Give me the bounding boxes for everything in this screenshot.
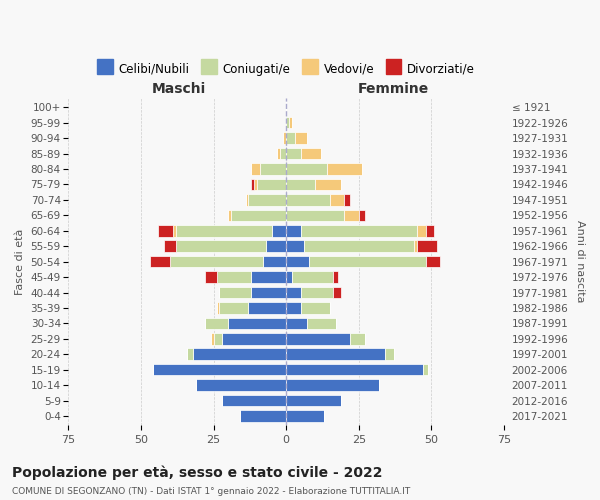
Bar [301,302,330,314]
Bar [272,225,286,236]
Bar [223,395,286,406]
Bar [150,256,170,268]
Bar [240,410,286,422]
Bar [315,178,341,190]
Bar [228,318,286,329]
Bar [304,240,414,252]
Bar [164,240,176,252]
Bar [176,240,266,252]
Bar [231,210,286,221]
Bar [193,348,286,360]
Bar [425,256,440,268]
Bar [196,380,286,391]
Bar [173,225,176,236]
Bar [295,132,307,144]
Bar [251,178,254,190]
Bar [385,348,394,360]
Bar [286,240,304,252]
Bar [170,256,263,268]
Bar [310,256,425,268]
Bar [286,272,292,283]
Bar [414,240,417,252]
Bar [220,286,251,298]
Bar [330,194,344,205]
Bar [286,225,301,236]
Bar [248,302,286,314]
Bar [260,163,286,175]
Bar [251,163,260,175]
Text: Popolazione per età, sesso e stato civile - 2022: Popolazione per età, sesso e stato civil… [12,466,383,480]
Bar [214,333,223,344]
Bar [263,256,286,268]
Bar [286,286,301,298]
Bar [417,240,437,252]
Bar [205,272,217,283]
Bar [211,333,214,344]
Bar [307,318,335,329]
Bar [286,210,344,221]
Bar [286,178,315,190]
Bar [286,395,341,406]
Legend: Celibi/Nubili, Coniugati/e, Vedovi/e, Divorziati/e: Celibi/Nubili, Coniugati/e, Vedovi/e, Di… [92,58,480,80]
Bar [327,163,362,175]
Bar [286,163,327,175]
Bar [187,348,193,360]
Text: COMUNE DI SEGONZANO (TN) - Dati ISTAT 1° gennaio 2022 - Elaborazione TUTTITALIA.: COMUNE DI SEGONZANO (TN) - Dati ISTAT 1°… [12,487,410,496]
Bar [286,333,350,344]
Bar [422,364,428,376]
Bar [359,210,365,221]
Bar [248,194,286,205]
Bar [301,148,321,160]
Bar [251,286,286,298]
Bar [344,210,359,221]
Bar [251,272,286,283]
Y-axis label: Anni di nascita: Anni di nascita [575,220,585,303]
Bar [220,302,248,314]
Bar [350,333,365,344]
Bar [245,194,248,205]
Bar [425,225,434,236]
Bar [266,240,286,252]
Bar [286,348,385,360]
Bar [257,178,286,190]
Text: Maschi: Maschi [152,82,206,96]
Bar [205,318,228,329]
Bar [286,380,379,391]
Bar [286,302,301,314]
Text: Femmine: Femmine [358,82,429,96]
Bar [152,364,286,376]
Bar [158,225,173,236]
Bar [301,286,332,298]
Bar [286,117,289,128]
Bar [301,225,417,236]
Bar [277,148,280,160]
Bar [286,194,330,205]
Bar [283,132,286,144]
Bar [217,272,251,283]
Bar [332,286,341,298]
Bar [286,410,324,422]
Y-axis label: Fasce di età: Fasce di età [15,228,25,295]
Bar [286,256,310,268]
Bar [332,272,338,283]
Bar [286,318,307,329]
Bar [176,225,272,236]
Bar [286,132,295,144]
Bar [417,225,425,236]
Bar [217,302,220,314]
Bar [286,148,301,160]
Bar [344,194,350,205]
Bar [254,178,257,190]
Bar [292,272,332,283]
Bar [286,364,422,376]
Bar [289,117,292,128]
Bar [280,148,286,160]
Bar [228,210,231,221]
Bar [223,333,286,344]
